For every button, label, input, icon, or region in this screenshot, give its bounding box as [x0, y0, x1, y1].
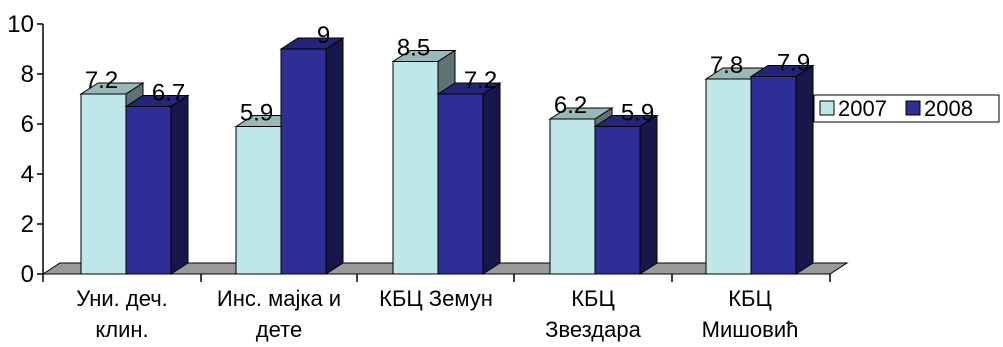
category-label: Мишовић	[702, 317, 799, 342]
category-label: КБЦ	[571, 286, 615, 311]
category-label: Звездара	[545, 317, 641, 342]
data-label: 5.9	[240, 100, 273, 127]
data-label: 6.2	[554, 92, 587, 119]
data-label: 7.9	[777, 50, 810, 77]
data-label: 5.9	[621, 100, 654, 127]
y-tick-label: 2	[21, 211, 34, 238]
bar-side-2008-3	[639, 114, 658, 275]
data-label: 7.2	[464, 67, 497, 94]
data-label: 7.8	[710, 52, 743, 79]
bar-2008-3	[594, 126, 641, 275]
y-tick-label: 4	[21, 161, 34, 188]
category-label: КБЦ	[728, 286, 772, 311]
y-tick-label: 10	[7, 11, 34, 38]
bar-2008-1	[280, 48, 327, 275]
category-label: клин.	[95, 317, 148, 342]
legend-label: 2008	[924, 96, 973, 121]
bar-2007-1	[235, 126, 282, 275]
bar-2007-0	[80, 93, 127, 275]
bar-side-2008-1	[325, 37, 344, 275]
y-tick-label: 8	[21, 61, 34, 88]
bar-side-2008-0	[170, 94, 189, 275]
data-label: 9	[317, 22, 330, 49]
bar-2008-4	[750, 76, 797, 275]
bar-side-2008-2	[482, 82, 501, 275]
category-label: КБЦ Земун	[379, 286, 493, 311]
legend-label: 2007	[838, 96, 887, 121]
category-label: дете	[256, 317, 302, 342]
y-tick-label: 0	[21, 261, 34, 288]
bar-side-2008-4	[795, 64, 814, 275]
category-label: Уни. деч.	[76, 286, 168, 311]
data-label: 6.7	[152, 80, 185, 107]
data-label: 8.5	[397, 35, 430, 62]
data-label: 7.2	[85, 67, 118, 94]
bar-2007-2	[392, 61, 439, 275]
category-label: Инс. мајка и	[217, 286, 341, 311]
bar-2007-4	[705, 78, 752, 275]
legend-swatch-2008	[905, 100, 921, 116]
bar-2008-2	[437, 93, 484, 275]
bar-2007-3	[549, 118, 596, 275]
y-tick-label: 6	[21, 111, 34, 138]
legend-swatch-2007	[819, 100, 835, 116]
bar-2008-0	[125, 106, 172, 275]
